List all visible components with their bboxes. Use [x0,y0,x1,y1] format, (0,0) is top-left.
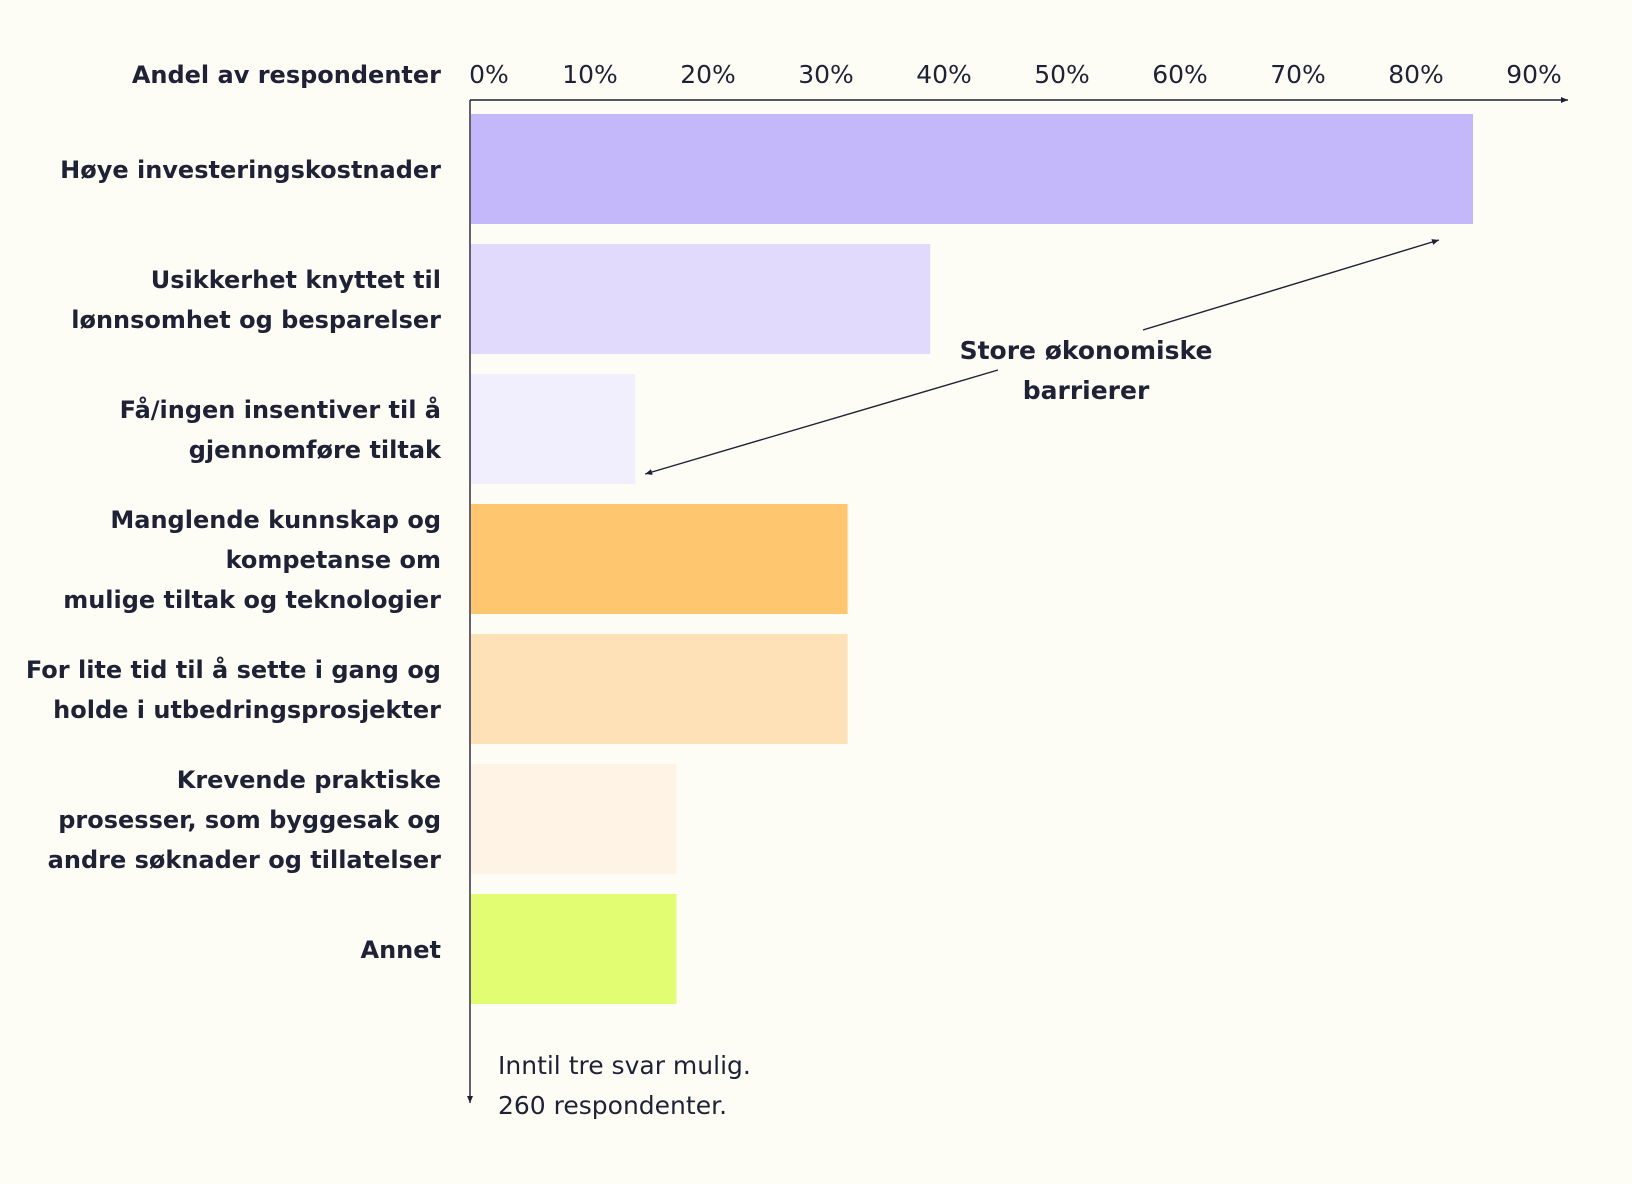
category-label: andre søknader og tillatelser [48,846,442,874]
category-label: lønnsomhet og besparelser [71,306,441,334]
category-label: mulige tiltak og teknologier [63,586,441,614]
bar [471,504,848,614]
category-label: Usikkerhet knyttet til [151,266,441,294]
category-label: Annet [361,936,442,964]
bar [471,374,636,484]
bar [471,114,1473,224]
category-label: Krevende praktiske [177,766,441,794]
x-axis-ticks: 0% 10% 20% 30% 40% 50% 60% 70% 80% 90% [469,60,1562,89]
x-tick-label: 70% [1270,60,1326,89]
bar [471,764,677,874]
bars-group [471,114,1473,1004]
x-axis-title: Andel av respondenter [132,61,441,89]
x-tick-label: 50% [1034,60,1090,89]
x-tick-label: 60% [1152,60,1208,89]
x-tick-label: 0% [469,60,509,89]
annotation-arrow-to-top-bar [1142,239,1440,331]
category-label: Få/ingen insentiver til å [120,395,441,424]
annotation-arrow-to-third-bar [645,369,999,475]
x-tick-label: 40% [916,60,972,89]
bar [471,634,848,744]
category-label: For lite tid til å sette i gang og [26,655,441,684]
annotation-line-1: Store økonomiske [960,336,1213,365]
category-labels: Høye investeringskostnader Usikkerhet kny… [26,156,442,964]
x-tick-label: 90% [1506,60,1562,89]
x-tick-label: 80% [1388,60,1444,89]
footnote-line-1: Inntil tre svar mulig. [498,1051,751,1080]
x-tick-label: 10% [562,60,618,89]
category-label: kompetanse om [226,546,441,574]
category-label: Manglende kunnskap og [110,506,441,534]
category-label: holde i utbedringsprosjekter [53,696,441,724]
bar [471,244,931,354]
bar [471,894,677,1004]
category-label: Høye investeringskostnader [60,156,441,184]
annotation: Store økonomiske barrierer [645,239,1440,475]
x-tick-label: 30% [798,60,854,89]
annotation-line-2: barrierer [1023,376,1150,405]
x-tick-label: 20% [680,60,736,89]
category-label: prosesser, som byggesak og [58,806,441,834]
footnote-line-2: 260 respondenter. [498,1091,727,1120]
category-label: gjennomføre tiltak [189,436,442,464]
